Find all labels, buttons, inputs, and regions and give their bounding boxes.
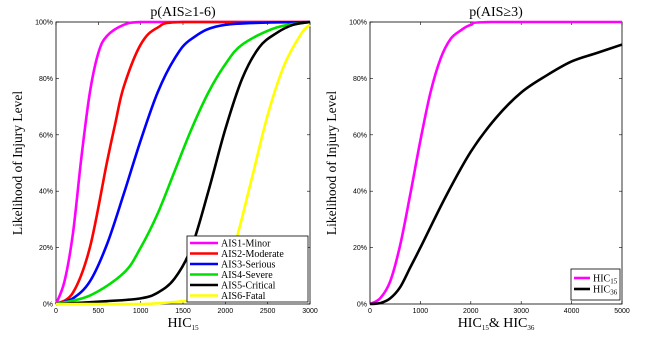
chart-left-y-tick-label: 0% — [43, 302, 53, 309]
chart-right: p(AIS≥3) 0 1000 2000 3000 4000 5000 0% 20% 40% 60… — [324, 5, 630, 332]
chart-right-x-tick-label: 5000 — [614, 308, 630, 315]
chart-right-series-line-hic15 — [369, 20, 622, 306]
chart-left-x-axis-label: HIC15 — [167, 316, 199, 332]
chart-left-y-tick-label: 80% — [39, 76, 53, 83]
chart-left-y-axis-label: Likelihood of Injury Level — [10, 91, 25, 236]
chart-right-y-tick-label: 60% — [353, 132, 367, 139]
chart-right-x-tick-label: 4000 — [564, 308, 580, 315]
chart-right-series — [369, 20, 623, 306]
chart-left-legend: AIS1-MinorAIS2-ModerateAIS3-SeriousAIS4-… — [186, 235, 309, 303]
chart-left-y-tick-label: 100% — [35, 20, 53, 27]
chart-left-series-line-ais4-severe — [55, 20, 311, 306]
chart-right-legend-box — [570, 268, 621, 301]
chart-left-x-tick-label: 2500 — [260, 308, 276, 315]
chart-left-series-line-ais3-serious — [55, 20, 311, 306]
chart-left-x-tick-label: 2000 — [218, 308, 234, 315]
chart-left-legend-label: AIS2-Moderate — [221, 249, 284, 260]
chart-right-title: p(AIS≥3) — [469, 5, 523, 20]
chart-right-x-axis-label: HIC15& HIC36 — [458, 316, 535, 332]
chart-right-y-tick-label: 80% — [353, 76, 367, 83]
chart-left-legend-label: AIS1-Minor — [221, 239, 271, 250]
chart-left-series-line-ais2-moderate — [55, 20, 310, 306]
chart-right-y-axis-label: Likelihood of Injury Level — [324, 91, 339, 236]
chart-right-plot-area — [369, 21, 623, 305]
chart-left-x-tick-label: 3000 — [302, 308, 318, 315]
chart-left-series-line-ais5-critical — [55, 20, 311, 306]
chart-left-x-tick-label: 0 — [54, 308, 58, 315]
chart-right-y-tick-label: 100% — [349, 20, 367, 27]
chart-left-legend-items: AIS1-MinorAIS2-ModerateAIS3-SeriousAIS4-… — [190, 239, 284, 302]
chart-left-x-tick-label: 500 — [92, 308, 104, 315]
chart-left-legend-label: AIS3-Serious — [221, 260, 276, 271]
chart-left: p(AIS≥1-6) 0 500 1000 1500 2000 2500 3000 0% 20%… — [10, 5, 318, 332]
chart-right-legend-label: HIC15 — [593, 274, 618, 286]
chart-left-legend-label: AIS6-Fatal — [221, 291, 266, 302]
chart-left-x-tick-label: 1500 — [175, 308, 191, 315]
chart-right-x-tick-label: 1000 — [413, 308, 429, 315]
chart-right-x-tick-label: 0 — [368, 308, 372, 315]
chart-left-x-tick-label: 1000 — [133, 308, 149, 315]
chart-right-series-line-hic36 — [369, 43, 623, 306]
chart-left-y-tick-label: 20% — [39, 245, 53, 252]
chart-left-y-tick-label: 40% — [39, 189, 53, 196]
chart-right-legend-label: HIC36 — [593, 285, 618, 297]
chart-right-y-tick-label: 40% — [353, 189, 367, 196]
chart-left-legend-box — [186, 235, 309, 303]
chart-right-x-tick-label: 2000 — [463, 308, 479, 315]
chart-left-legend-label: AIS4-Severe — [221, 270, 273, 281]
chart-left-legend-label: AIS5-Critical — [221, 281, 276, 292]
chart-right-y-tick-label: 20% — [353, 245, 367, 252]
chart-left-series-line-ais1-minor — [54, 20, 310, 305]
chart-right-ticks: 0 1000 2000 3000 4000 5000 0% 20% 40% 60% 80% 100% — [349, 20, 630, 316]
chart-right-y-tick-label: 0% — [357, 302, 367, 309]
chart-left-y-tick-label: 60% — [39, 132, 53, 139]
chart-right-x-tick-label: 3000 — [513, 308, 529, 315]
chart-left-title: p(AIS≥1-6) — [150, 5, 216, 20]
